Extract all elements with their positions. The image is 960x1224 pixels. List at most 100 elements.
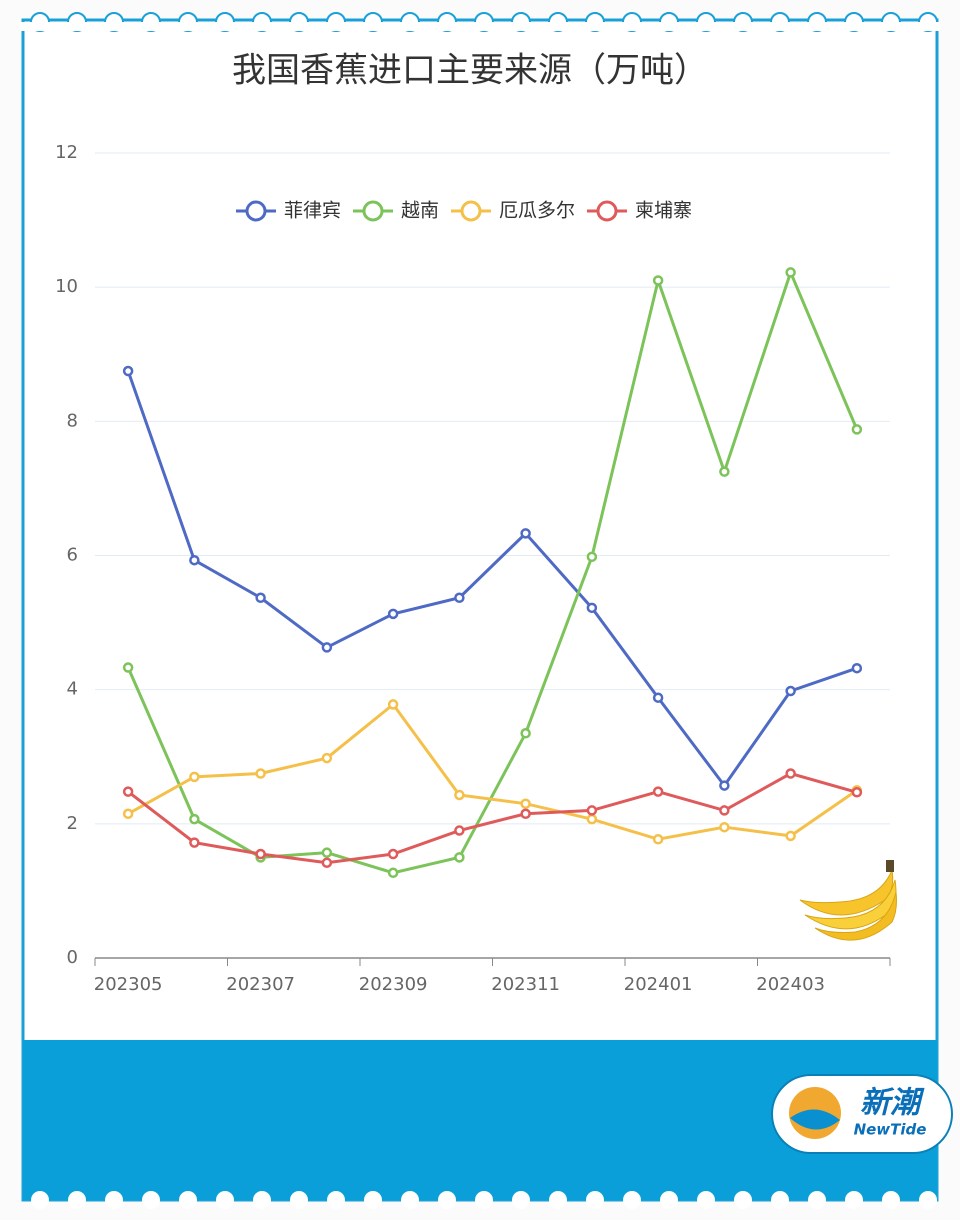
- scallop: [771, 1191, 789, 1209]
- data-point: [321, 642, 333, 653]
- scallop: [105, 1191, 123, 1209]
- y-tick-label: 10: [55, 276, 78, 297]
- data-point: [785, 768, 796, 779]
- scallop-bottom: [31, 1191, 937, 1209]
- data-point: [454, 592, 465, 604]
- data-point: [454, 789, 465, 801]
- scallop: [623, 1191, 641, 1209]
- legend-label: 柬埔寨: [635, 200, 692, 222]
- scallop: [364, 1191, 382, 1209]
- legend-marker: [362, 200, 384, 222]
- data-point: [454, 825, 465, 836]
- series-line: [127, 702, 858, 841]
- data-point: [851, 787, 863, 798]
- data-point: [586, 813, 598, 825]
- data-point: [719, 821, 730, 833]
- x-tick-label: 202309: [359, 974, 428, 995]
- data-point: [719, 780, 730, 791]
- data-point: [652, 275, 664, 286]
- data-point: [387, 848, 399, 860]
- data-point: [851, 424, 863, 435]
- data-point: [586, 805, 598, 816]
- data-point: [520, 728, 531, 739]
- x-tick-label: 202403: [756, 974, 825, 995]
- scallop: [734, 1191, 752, 1209]
- series-line: [126, 370, 858, 789]
- data-point: [321, 857, 333, 868]
- legend-label: 厄瓜多尔: [499, 200, 575, 222]
- data-point: [189, 813, 200, 825]
- data-point: [387, 608, 399, 620]
- x-tick-label: 202311: [491, 974, 560, 995]
- scallop: [179, 1191, 197, 1209]
- scallop: [845, 1191, 863, 1209]
- data-point: [122, 365, 134, 377]
- data-point: [652, 834, 664, 845]
- scallop: [68, 1191, 86, 1209]
- data-point: [851, 662, 863, 674]
- data-point: [122, 808, 134, 820]
- scallop: [586, 1191, 604, 1209]
- x-tick-label: 202401: [624, 974, 693, 995]
- scallop: [253, 1191, 271, 1209]
- scallop: [882, 1191, 900, 1209]
- scallop: [808, 1191, 826, 1209]
- y-tick-label: 2: [67, 813, 78, 834]
- scallop: [697, 1191, 715, 1209]
- y-tick-label: 12: [55, 142, 78, 163]
- data-point: [785, 267, 796, 278]
- data-point: [321, 752, 333, 764]
- data-point: [652, 692, 664, 703]
- scallop: [549, 1191, 567, 1209]
- scallop-top: [20, 12, 940, 32]
- y-tick-label: 6: [67, 545, 78, 566]
- chart-title: 我国香蕉进口主要来源（万吨）: [232, 51, 708, 91]
- y-tick-label: 8: [67, 410, 78, 431]
- legend-label: 越南: [401, 200, 439, 222]
- x-tick-label: 202305: [94, 974, 163, 995]
- scallop: [475, 1191, 493, 1209]
- scallop: [401, 1191, 419, 1209]
- x-tick-label: 202307: [226, 974, 295, 995]
- data-point: [387, 867, 399, 879]
- data-point: [586, 602, 598, 614]
- scallop: [142, 1191, 160, 1209]
- data-point: [321, 847, 333, 858]
- y-tick-label: 0: [67, 947, 78, 968]
- legend-marker: [245, 200, 267, 222]
- card: [21, 18, 939, 1202]
- scallop: [919, 1191, 937, 1209]
- data-point: [719, 466, 730, 477]
- scallop: [327, 1191, 345, 1209]
- scallop: [660, 1191, 678, 1209]
- y-tick-label: 4: [67, 679, 78, 700]
- brand-subtitle: NewTide: [854, 1121, 927, 1139]
- brand-name: 新潮: [860, 1086, 925, 1121]
- data-point: [719, 805, 730, 816]
- logo: 新潮 NewTide: [771, 1074, 953, 1154]
- scallop: [290, 1191, 308, 1209]
- legend-marker: [460, 200, 482, 222]
- data-point: [586, 551, 598, 563]
- series-line: [127, 771, 858, 865]
- data-point: [122, 786, 134, 797]
- scallop: [31, 1191, 49, 1209]
- scallop: [512, 1191, 530, 1209]
- data-point: [189, 554, 200, 566]
- data-point: [785, 830, 796, 842]
- legend-marker: [596, 200, 618, 222]
- data-point: [520, 798, 531, 809]
- banana: [799, 860, 897, 941]
- scallop: [438, 1191, 456, 1209]
- data-point: [189, 771, 200, 783]
- data-point: [255, 592, 266, 604]
- legend-label: 菲律宾: [284, 200, 341, 222]
- data-point: [387, 699, 399, 710]
- data-point: [785, 685, 796, 697]
- data-point: [255, 768, 266, 779]
- data-point: [652, 786, 664, 797]
- data-point: [520, 528, 531, 539]
- data-point: [454, 852, 465, 863]
- scallop: [216, 1191, 234, 1209]
